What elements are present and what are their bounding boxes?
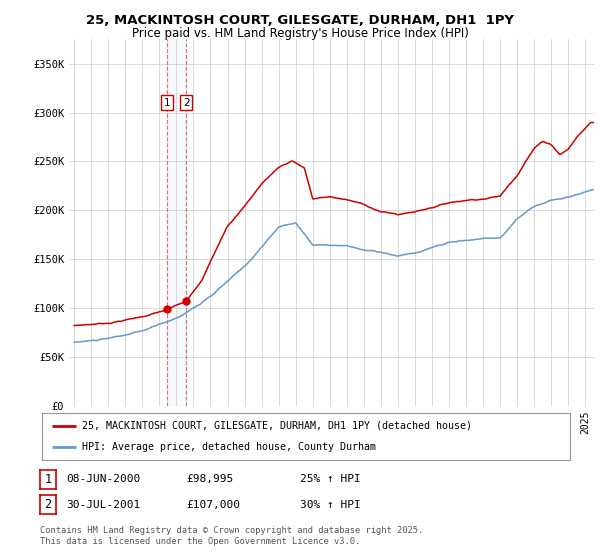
Text: 25, MACKINTOSH COURT, GILESGATE, DURHAM, DH1  1PY: 25, MACKINTOSH COURT, GILESGATE, DURHAM,…: [86, 14, 514, 27]
Text: 30% ↑ HPI: 30% ↑ HPI: [300, 500, 361, 510]
Text: 2: 2: [183, 98, 190, 108]
Text: HPI: Average price, detached house, County Durham: HPI: Average price, detached house, Coun…: [82, 442, 376, 452]
Text: 08-JUN-2000: 08-JUN-2000: [66, 474, 140, 484]
Text: 25% ↑ HPI: 25% ↑ HPI: [300, 474, 361, 484]
Text: 1: 1: [44, 473, 52, 486]
Text: Contains HM Land Registry data © Crown copyright and database right 2025.
This d: Contains HM Land Registry data © Crown c…: [40, 526, 423, 546]
Bar: [167, 39, 186, 406]
Text: 1: 1: [164, 98, 170, 108]
Text: 25, MACKINTOSH COURT, GILESGATE, DURHAM, DH1 1PY (detached house): 25, MACKINTOSH COURT, GILESGATE, DURHAM,…: [82, 421, 472, 431]
Text: Price paid vs. HM Land Registry's House Price Index (HPI): Price paid vs. HM Land Registry's House …: [131, 27, 469, 40]
Text: 2: 2: [44, 498, 52, 511]
Text: £107,000: £107,000: [186, 500, 240, 510]
Text: £98,995: £98,995: [186, 474, 233, 484]
Text: 30-JUL-2001: 30-JUL-2001: [66, 500, 140, 510]
